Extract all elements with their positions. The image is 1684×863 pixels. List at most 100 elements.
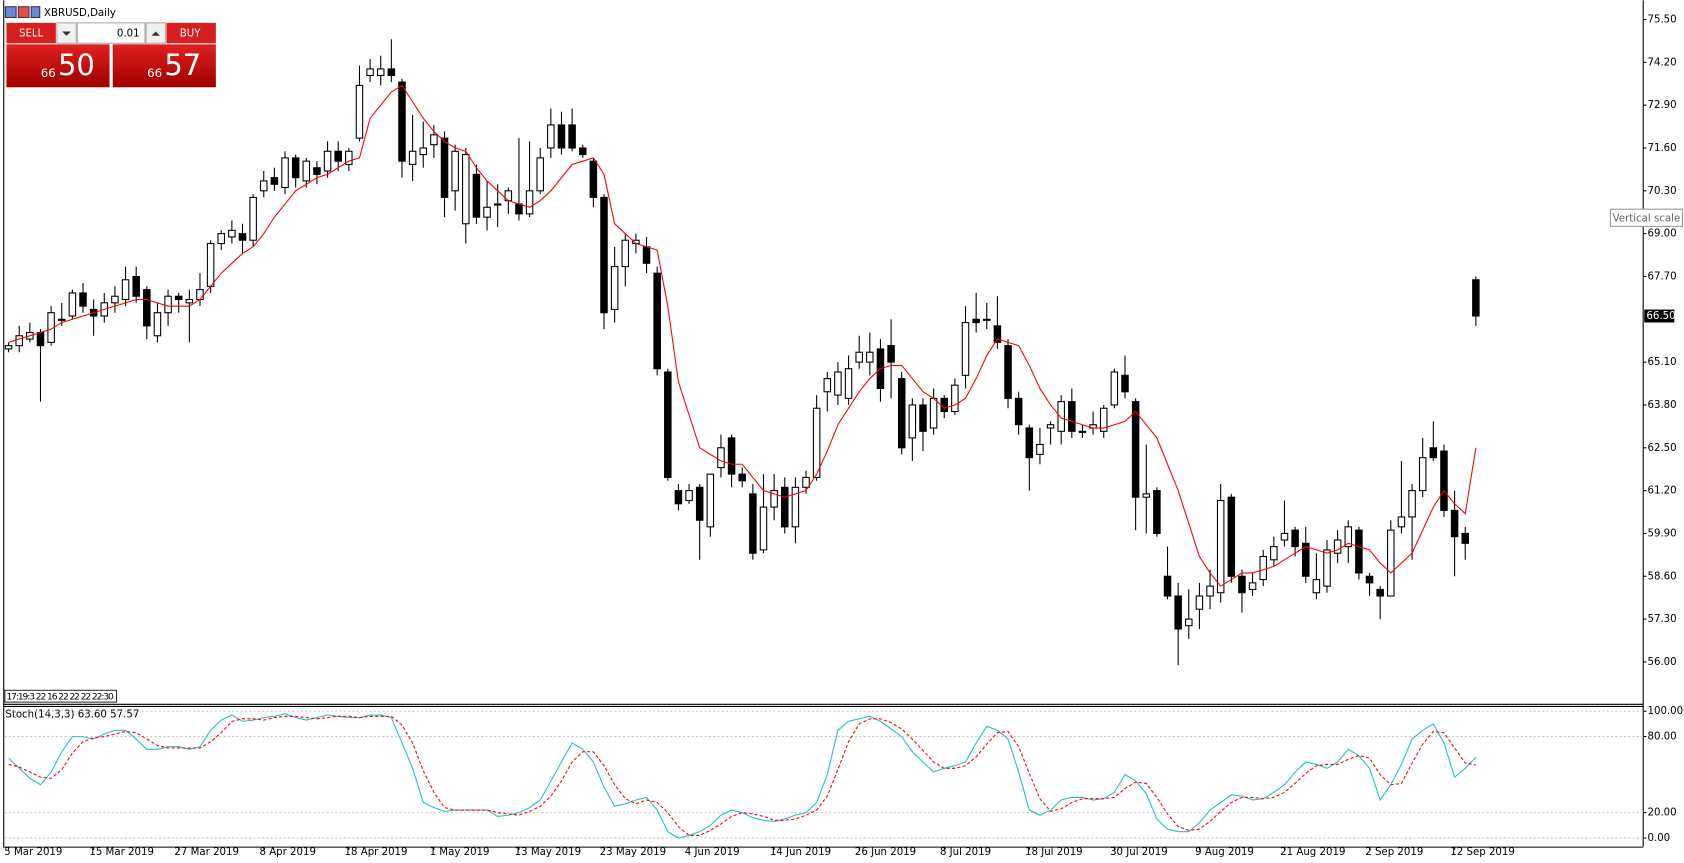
candle-body — [164, 295, 172, 314]
candle-body — [217, 233, 225, 245]
buy-price-box[interactable] — [112, 44, 216, 88]
candle-body — [1099, 407, 1108, 432]
candle-body — [483, 206, 491, 218]
candle-body — [1121, 374, 1129, 393]
indicator-signal-value: 57.57 — [110, 709, 139, 720]
candle-body — [1408, 490, 1416, 518]
tooltip: Vertical scale — [1613, 213, 1681, 224]
window-icon — [17, 6, 30, 19]
y-tick-label: 100.00 — [1647, 706, 1683, 717]
x-tick-label: 1 May 2019 — [430, 847, 490, 858]
sell-price-box[interactable] — [6, 44, 110, 88]
candle-body — [153, 312, 162, 337]
sell-price-main: 50 — [58, 48, 95, 82]
candle-body — [1344, 526, 1353, 548]
volume-input[interactable] — [76, 22, 146, 44]
candle-body — [983, 318, 991, 321]
buy-price-main: 57 — [164, 48, 201, 82]
x-tick-label: 13 May 2019 — [515, 847, 581, 858]
candle-body — [557, 124, 566, 149]
candle-body — [674, 490, 683, 505]
candle-body — [1365, 575, 1374, 584]
window-icon — [30, 6, 41, 19]
candle-body — [174, 295, 183, 301]
tooltip-box — [1609, 208, 1683, 227]
candle-body — [706, 473, 715, 528]
up-arrow — [151, 31, 161, 36]
candle-body — [36, 331, 45, 347]
candle-body — [111, 295, 119, 304]
candle-body — [993, 325, 1002, 343]
candle-body — [759, 506, 768, 551]
x-tick-label: 15 Mar 2019 — [89, 847, 154, 858]
candle-body — [15, 335, 23, 347]
candle-body — [1238, 575, 1246, 594]
candle-body — [121, 279, 130, 301]
candle-body — [1014, 397, 1023, 426]
candle-body — [685, 490, 693, 502]
candle-body — [355, 84, 364, 139]
candle-body — [1472, 279, 1480, 317]
candle-body — [1195, 595, 1204, 610]
y-tick-label: 65.10 — [1647, 357, 1676, 368]
candle-body — [812, 407, 821, 478]
candle-body — [855, 351, 863, 363]
sell-button[interactable] — [6, 22, 56, 44]
y-tick-label: 69.00 — [1647, 229, 1676, 240]
x-tick-label: 23 May 2019 — [600, 847, 666, 858]
candle-body — [1397, 516, 1406, 528]
candle-body — [238, 233, 247, 241]
candle-body — [1110, 371, 1119, 406]
candle-body — [1333, 539, 1342, 554]
candle-body — [621, 239, 630, 268]
candle-body — [525, 190, 534, 215]
candle-body — [68, 292, 77, 317]
x-tick-label: 18 Apr 2019 — [345, 847, 408, 858]
candle-body — [589, 160, 598, 198]
candle-body — [1429, 447, 1438, 459]
candle-body — [1270, 546, 1278, 561]
x-tick-label: 14 Jun 2019 — [770, 847, 831, 858]
candle-body — [1461, 532, 1469, 544]
x-tick-label: 8 Jul 2019 — [940, 847, 991, 858]
buy-button[interactable] — [166, 22, 216, 44]
candle-body — [57, 318, 66, 321]
candle-body — [196, 289, 204, 301]
y-tick-label: 70.30 — [1647, 186, 1676, 197]
candle-body — [1450, 509, 1459, 538]
candle-body — [1355, 529, 1363, 574]
x-tick-label: 27 Mar 2019 — [174, 847, 239, 858]
candle-body — [281, 157, 289, 189]
time-strip: 17:19:3 22 16 22 22 22 22:30 — [6, 692, 114, 702]
candle-body — [1280, 532, 1289, 541]
candle-body — [1185, 618, 1193, 627]
candle-body — [472, 173, 481, 218]
candle-body — [206, 242, 215, 287]
candle-body — [345, 150, 353, 165]
buy-label: BUY — [180, 29, 201, 40]
candle-body — [1440, 450, 1448, 511]
y-tick-label: 63.80 — [1647, 400, 1676, 411]
candle-body — [802, 476, 810, 488]
candle-body — [653, 272, 661, 370]
candle-body — [185, 298, 194, 304]
candle-body — [1259, 555, 1267, 581]
y-tick-label: 67.70 — [1647, 271, 1676, 282]
candle-body — [4, 345, 13, 350]
time-strip-box — [4, 689, 118, 703]
candle-body — [1057, 401, 1065, 432]
x-tick-label: 9 Aug 2019 — [1195, 847, 1254, 858]
indicator-main-value: 63.60 — [78, 709, 107, 720]
candle-body — [664, 371, 672, 478]
candle-body — [334, 150, 342, 162]
candle-body — [568, 124, 576, 149]
candle-body — [408, 150, 417, 165]
y-tick-label: 62.50 — [1647, 443, 1676, 454]
candle-body — [419, 147, 428, 156]
candle-body — [823, 378, 832, 393]
candle-body — [1046, 424, 1055, 429]
candle-body — [493, 203, 502, 206]
candle-body — [143, 289, 151, 327]
candle-body — [1004, 345, 1012, 399]
